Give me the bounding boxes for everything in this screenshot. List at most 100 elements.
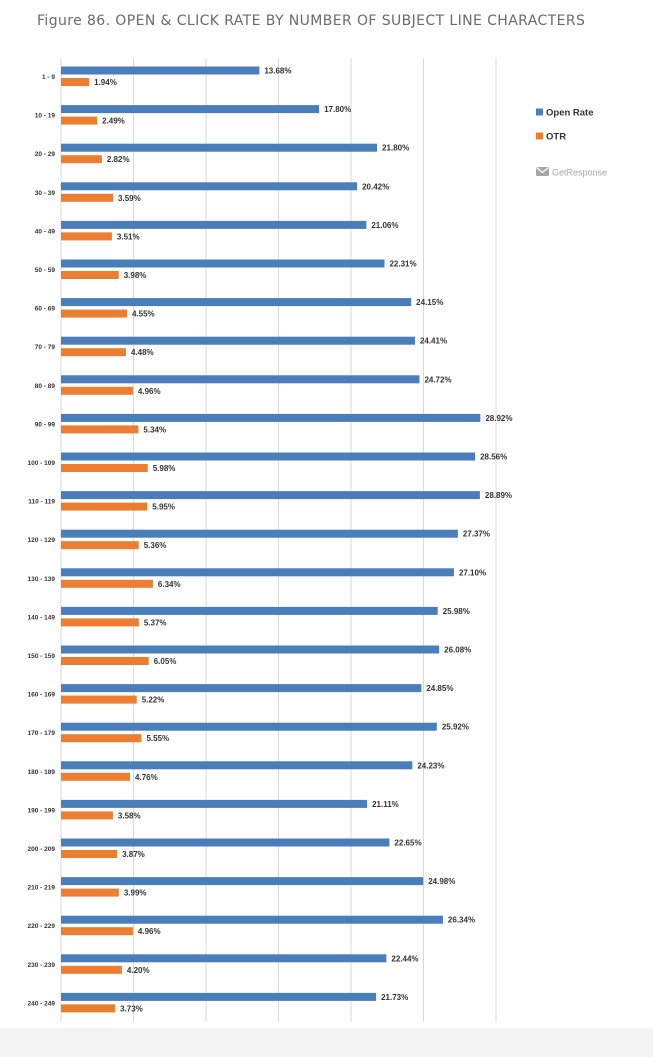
open-rate-bar xyxy=(61,182,358,191)
open-rate-data-label: 21.06% xyxy=(371,221,398,230)
category-group: 40 - 49 21.06% 3.51% xyxy=(35,220,399,241)
open-rate-bar xyxy=(61,645,440,654)
otr-data-label: 3.99% xyxy=(124,889,147,898)
open-rate-data-label: 24.41% xyxy=(420,337,447,346)
legend-swatch xyxy=(536,108,543,116)
otr-data-label: 3.59% xyxy=(118,194,141,203)
open-rate-bar xyxy=(61,799,368,808)
category-label: 90 - 99 xyxy=(35,421,56,428)
category-label: 220 - 229 xyxy=(28,923,56,930)
otr-bar xyxy=(61,116,98,125)
category-group: 110 - 119 28.89% 5.95% xyxy=(28,491,512,512)
legend: Open Rate OTR xyxy=(536,108,594,143)
open-rate-bar xyxy=(61,838,390,847)
category-group: 70 - 79 24.41% 4.48% xyxy=(35,336,447,357)
category-group: 120 - 129 27.37% 5.36% xyxy=(28,529,490,550)
open-rate-data-label: 21.73% xyxy=(381,993,408,1002)
category-label: 100 - 109 xyxy=(28,460,56,467)
otr-data-label: 6.05% xyxy=(154,657,177,666)
open-rate-data-label: 26.34% xyxy=(448,916,475,925)
open-rate-bar xyxy=(61,568,454,577)
otr-data-label: 4.55% xyxy=(132,310,155,319)
open-rate-bar xyxy=(61,722,437,731)
category-group: 1 - 9 13.68% 1.94% xyxy=(42,66,292,87)
otr-bar xyxy=(61,579,153,588)
otr-data-label: 5.55% xyxy=(146,734,169,743)
open-rate-bar xyxy=(61,877,424,886)
open-rate-bar xyxy=(61,684,422,693)
open-rate-data-label: 27.10% xyxy=(459,568,486,577)
open-rate-data-label: 28.92% xyxy=(485,414,512,423)
otr-bar xyxy=(61,618,139,627)
otr-data-label: 5.22% xyxy=(142,696,165,705)
category-group: 150 - 159 26.08% 6.05% xyxy=(28,645,471,666)
open-rate-data-label: 21.80% xyxy=(382,144,409,153)
open-rate-data-label: 28.89% xyxy=(485,491,512,500)
category-group: 130 - 139 27.10% 6.34% xyxy=(28,568,486,589)
otr-data-label: 4.20% xyxy=(127,966,150,975)
open-rate-bar xyxy=(61,915,443,924)
otr-bar xyxy=(61,464,148,472)
category-label: 30 - 39 xyxy=(35,190,56,197)
category-group: 50 - 59 22.31% 3.98% xyxy=(35,259,417,280)
otr-data-label: 6.34% xyxy=(158,580,181,589)
category-label: 20 - 29 xyxy=(35,151,56,158)
category-group: 210 - 219 24.98% 3.99% xyxy=(28,877,455,898)
otr-bar xyxy=(61,965,122,974)
open-rate-bar xyxy=(61,336,415,345)
open-rate-bar xyxy=(61,259,385,268)
category-label: 240 - 249 xyxy=(28,1000,56,1007)
category-group: 60 - 69 24.15% 4.55% xyxy=(35,298,443,319)
category-label: 180 - 189 xyxy=(28,769,56,776)
category-group: 100 - 109 28.56% 5.98% xyxy=(28,452,507,473)
open-rate-data-label: 24.15% xyxy=(416,298,443,307)
category-group: 170 - 179 25.92% 5.55% xyxy=(28,722,469,743)
category-label: 60 - 69 xyxy=(35,306,56,313)
category-label: 70 - 79 xyxy=(35,344,56,351)
brand-name: GetResponse xyxy=(552,168,607,178)
otr-data-label: 3.51% xyxy=(117,232,140,241)
category-group: 200 - 209 22.65% 3.87% xyxy=(28,838,422,859)
otr-data-label: 4.96% xyxy=(138,927,161,936)
otr-bar xyxy=(61,734,142,743)
open-rate-data-label: 22.44% xyxy=(391,954,418,963)
open-rate-bar xyxy=(61,66,260,75)
category-label: 110 - 119 xyxy=(28,499,55,506)
otr-data-label: 1.94% xyxy=(94,78,117,87)
otr-bar xyxy=(61,309,127,318)
otr-bar xyxy=(61,155,102,164)
figure-title: Figure 86. OPEN & CLICK RATE BY NUMBER O… xyxy=(37,13,586,29)
open-rate-bar xyxy=(61,452,476,461)
category-label: 130 - 139 xyxy=(28,576,56,583)
open-rate-data-label: 24.98% xyxy=(428,877,455,886)
open-rate-bar xyxy=(61,992,377,1001)
open-rate-bar xyxy=(61,954,387,963)
otr-bar xyxy=(61,348,126,357)
otr-data-label: 4.48% xyxy=(131,348,154,357)
category-group: 140 - 149 25.98% 5.37% xyxy=(28,606,470,627)
category-group: 160 - 169 24.85% 5.22% xyxy=(28,684,453,705)
otr-bar xyxy=(61,657,149,665)
open-rate-bar xyxy=(61,143,378,152)
open-rate-data-label: 26.08% xyxy=(444,646,471,655)
otr-bar xyxy=(61,232,112,241)
category-label: 160 - 169 xyxy=(28,692,56,699)
envelope-icon xyxy=(536,167,549,176)
category-group: 30 - 39 20.42% 3.59% xyxy=(35,182,389,203)
open-rate-bar xyxy=(61,375,420,384)
otr-data-label: 2.49% xyxy=(102,117,125,126)
category-group: 190 - 199 21.11% 3.58% xyxy=(28,799,399,820)
category-label: 1 - 9 xyxy=(42,74,55,81)
otr-data-label: 5.95% xyxy=(152,503,175,512)
otr-bar xyxy=(61,193,114,202)
otr-bar xyxy=(61,425,139,434)
category-label: 200 - 209 xyxy=(28,846,56,853)
open-rate-bar xyxy=(61,529,458,538)
otr-data-label: 5.98% xyxy=(153,464,176,473)
brand-logo: GetResponse xyxy=(536,167,607,178)
open-rate-data-label: 27.37% xyxy=(463,530,490,539)
category-group: 240 - 249 21.73% 3.73% xyxy=(28,992,408,1013)
open-rate-data-label: 25.92% xyxy=(442,723,469,732)
category-group: 220 - 229 26.34% 4.96% xyxy=(28,915,475,936)
otr-bar xyxy=(61,927,133,936)
